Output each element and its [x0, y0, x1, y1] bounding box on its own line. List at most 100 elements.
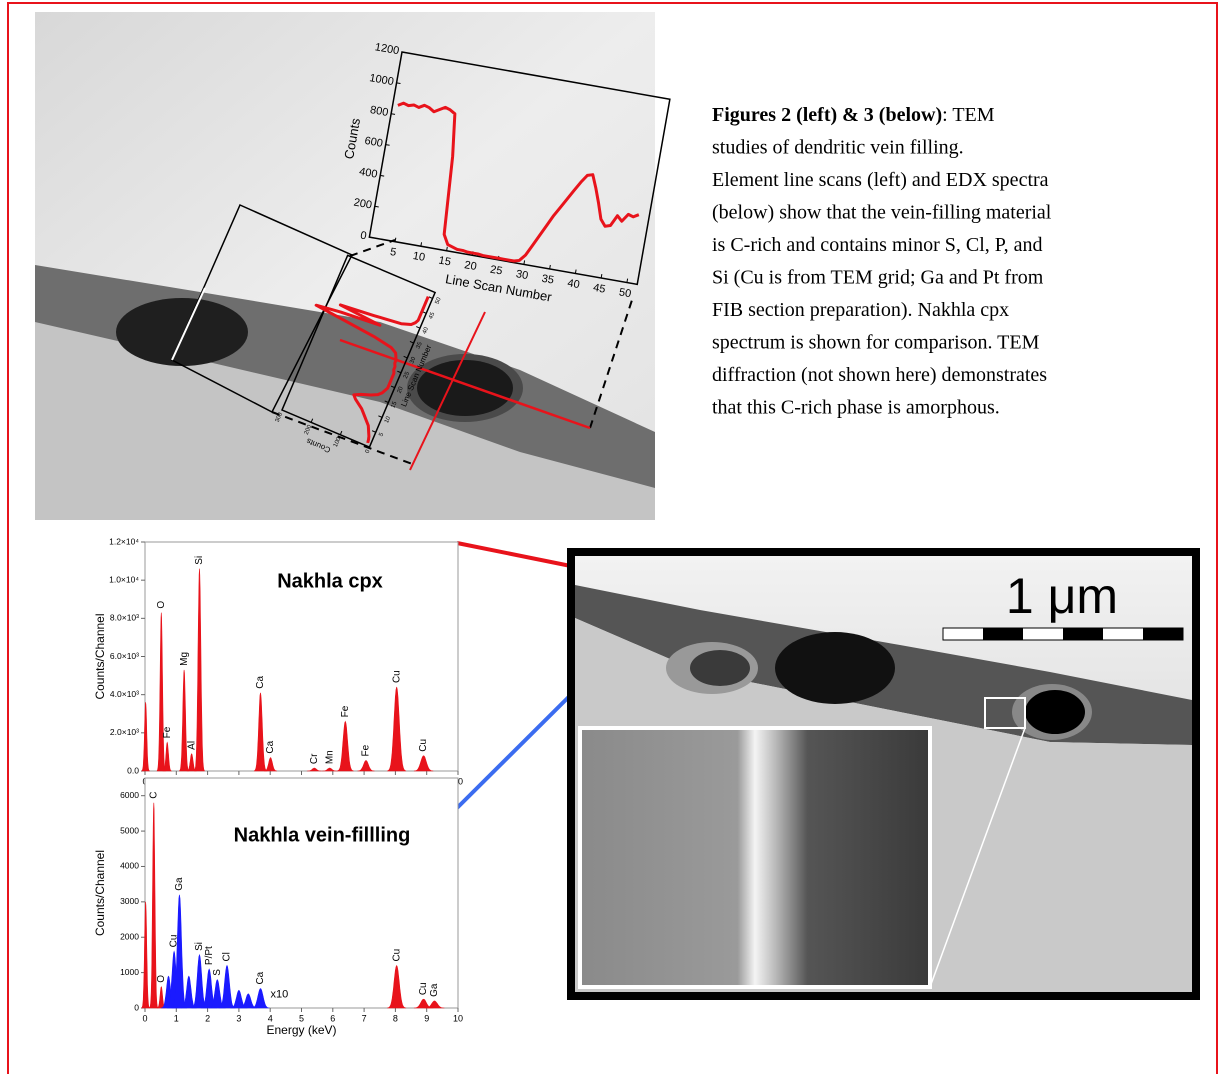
plot-frame [145, 778, 458, 1008]
x-tick-label: 7 [362, 1013, 367, 1023]
y-tick [391, 114, 395, 115]
y-axis-label: Counts/Channel [93, 850, 107, 936]
x-tick-label: 45 [592, 282, 606, 296]
y-tick [397, 83, 401, 84]
caption-line: Figures 2 (left) & 3 (below): TEM [712, 104, 995, 126]
caption-text: that this C-rich phase is amorphous. [712, 397, 1000, 419]
peak-label: Mn [324, 750, 335, 764]
y-tick [380, 175, 384, 176]
caption-text: Element line scans (left) and EDX spectr… [712, 169, 1049, 191]
caption-text: studies of dendritic vein filling. [712, 137, 964, 159]
y-tick-label: 6.0×10³ [110, 651, 139, 661]
y-tick-label: 5000 [120, 825, 139, 835]
y-tick-label: 2000 [120, 931, 139, 941]
x-tick [601, 274, 602, 278]
peak-label: O [156, 601, 167, 609]
page: { "figure2": { "line_scan": { "type": "l… [0, 0, 1221, 1074]
spectrum-title: Nakhla vein-fillling [234, 824, 411, 846]
x-tick-label: 40 [566, 277, 580, 291]
peak-label: Cu [391, 949, 402, 962]
x-tick [550, 265, 551, 269]
peak-label: Mg [179, 652, 190, 666]
x-axis-label: Energy (keV) [266, 1023, 336, 1037]
peak-label: Cr [309, 753, 320, 764]
caption-line: that this C-rich phase is amorphous. [712, 397, 1000, 419]
x-tick [627, 279, 628, 283]
x-tick-label: 8 [393, 1013, 398, 1023]
series-label: x10 [270, 988, 288, 1000]
peak-label: O [156, 975, 167, 983]
tem-photo-left [35, 12, 655, 520]
peak-label: Ca [255, 971, 266, 984]
tem-photo-right: 1 μm [567, 548, 1200, 1000]
spectrum-title: Nakhla cpx [277, 570, 383, 592]
peak-label: Cu [418, 739, 429, 752]
peak-label: C [148, 792, 159, 799]
caption: Figures 2 (left) & 3 (below): TEM studies… [712, 104, 1052, 419]
y-tick-label: 4.0×10³ [110, 689, 139, 699]
x-tick [575, 270, 576, 274]
x-tick-label: 50 [618, 286, 632, 300]
y-tick-label: 8.0×10³ [110, 613, 139, 623]
caption-text: spectrum is shown for comparison. TEM [712, 332, 1040, 354]
caption-text: (below) show that the vein-filling mater… [712, 202, 1052, 224]
peak-label: P/Pt [204, 946, 215, 965]
y-tick-label: 3000 [120, 896, 139, 906]
x-tick-label: 1 [174, 1013, 179, 1023]
peak-label: Fe [361, 744, 372, 756]
y-tick [402, 52, 406, 53]
y-tick-label: 0.0 [127, 765, 139, 775]
peak-label: Ca [255, 676, 266, 689]
scale-label: 1 μm [1006, 568, 1118, 624]
x-tick-label: 10 [412, 250, 426, 264]
x-tick-label: 10 [453, 1013, 463, 1023]
caption-text: Si (Cu is from TEM grid; Ga and Pt from [712, 267, 1044, 289]
x-tick [421, 242, 422, 246]
peak-label: Cu [418, 982, 429, 995]
caption-line: studies of dendritic vein filling. [712, 137, 964, 159]
caption-line: (below) show that the vein-filling mater… [712, 202, 1052, 224]
y-tick-label: 2.0×10³ [110, 727, 139, 737]
y-tick [369, 237, 373, 238]
x-tick-label: 9 [424, 1013, 429, 1023]
y-tick-label: 0 [134, 1002, 139, 1012]
caption-text: diffraction (not shown here) demonstrate… [712, 364, 1047, 386]
peak-label: Ca [265, 740, 276, 753]
peak-label: S [212, 969, 223, 976]
caption-line: Element line scans (left) and EDX spectr… [712, 169, 1049, 191]
x-tick [524, 260, 525, 264]
x-tick-label: 6 [330, 1013, 335, 1023]
peak-label: Ga [174, 877, 185, 891]
x-tick-label: 35 [541, 273, 555, 287]
caption-bold: Figures 2 (left) & 3 (below) [712, 104, 942, 126]
caption-line: Si (Cu is from TEM grid; Ga and Pt from [712, 267, 1044, 289]
x-tick-label: 25 [489, 264, 503, 278]
x-tick-label: 4 [268, 1013, 273, 1023]
y-tick-label: 1.2×10⁴ [109, 536, 139, 546]
caption-text: : TEM [942, 104, 995, 126]
y-tick-label: 4000 [120, 861, 139, 871]
x-tick-label: 5 [299, 1013, 304, 1023]
x-tick [447, 247, 448, 251]
x-tick-label: 2 [205, 1013, 210, 1023]
peak-label: Cu [391, 670, 402, 683]
peak-label: Al [186, 741, 197, 750]
peak-label: Ga [429, 983, 440, 997]
peak-label: Si [194, 556, 205, 565]
caption-line: diffraction (not shown here) demonstrate… [712, 364, 1047, 386]
x-tick-label: 0 [142, 1013, 147, 1023]
y-tick [386, 145, 390, 146]
y-tick [375, 206, 379, 207]
caption-text: FIB section preparation). Nakhla cpx [712, 299, 1009, 321]
y-tick-label: 1000 [120, 967, 139, 977]
y-axis-label: Counts/Channel [93, 613, 107, 699]
caption-line: is C-rich and contains minor S, Cl, P, a… [712, 234, 1043, 256]
caption-line: spectrum is shown for comparison. TEM [712, 332, 1040, 354]
y-tick-label: 6000 [120, 790, 139, 800]
peak-label: Fe [340, 705, 351, 717]
peak-label: Fe [162, 726, 173, 738]
x-tick [395, 238, 396, 242]
x-tick-label: 3 [236, 1013, 241, 1023]
x-tick-label: 30 [515, 268, 529, 282]
x-tick-label: 15 [438, 255, 452, 269]
